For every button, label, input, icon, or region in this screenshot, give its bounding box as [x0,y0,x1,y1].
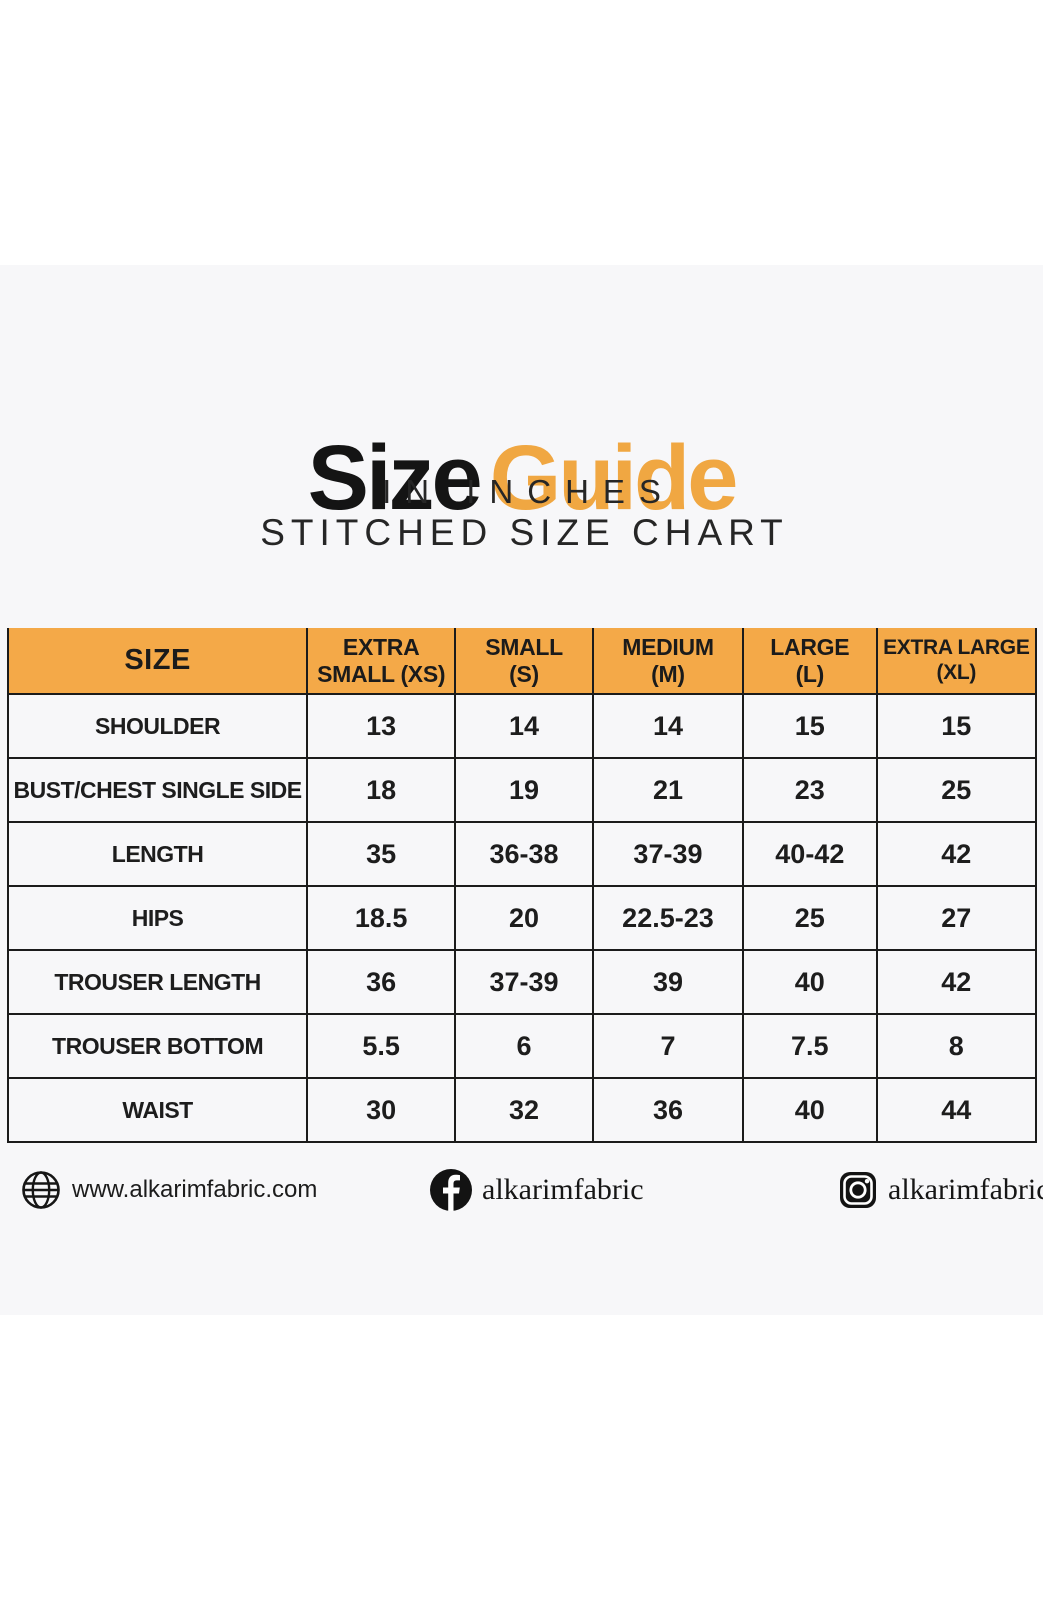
measurement-value: 8 [875,1013,1038,1079]
measurement-value: 25 [875,757,1038,823]
measurement-row: TROUSER BOTTOM 5.5 6 7 7.5 8 [6,1013,1038,1079]
measurement-value: 7.5 [742,1013,878,1079]
measurement-value: 14 [454,693,594,759]
globe-icon [20,1169,62,1211]
measurement-value: 32 [454,1077,594,1143]
measurement-value: 25 [742,885,878,951]
facebook-item: alkarimfabric [430,1168,644,1212]
measurement-row: LENGTH 35 36-38 37-39 40-42 42 [6,821,1038,887]
measurement-value: 36 [591,1077,745,1143]
measurement-value: 19 [454,757,594,823]
measurement-value: 5.5 [306,1013,457,1079]
measurement-value: 22.5-23 [591,885,745,951]
measurement-value: 35 [306,821,457,887]
size-column-header: LARGE (L) [742,628,878,695]
measurement-row: TROUSER LENGTH 36 37-39 39 40 42 [6,949,1038,1015]
subtitle-stitched-size-chart: STITCHED SIZE CHART [260,512,789,553]
measurement-label: LENGTH [6,821,309,887]
facebook-icon [430,1169,472,1211]
instagram-icon [838,1170,878,1210]
size-column-header: EXTRA SMALL (XS) [306,628,457,695]
page-title: Size Guide [0,432,1043,524]
measurement-value: 36 [306,949,457,1015]
measurement-value: 6 [454,1013,594,1079]
measurement-value: 39 [591,949,745,1015]
measurement-value: 23 [742,757,878,823]
measurement-label: HIPS [6,885,309,951]
measurement-row: SHOULDER 13 14 14 15 15 [6,693,1038,759]
size-column-header: SMALL (S) [454,628,594,695]
measurement-row: WAIST 30 32 36 40 44 [6,1077,1038,1143]
measurement-value: 7 [591,1013,745,1079]
measurement-value: 27 [875,885,1038,951]
measurement-label: TROUSER LENGTH [6,949,309,1015]
measurement-row: BUST/CHEST SINGLE SIDE 18 19 21 23 25 [6,757,1038,823]
measurement-value: 15 [742,693,878,759]
measurement-value: 21 [591,757,745,823]
measurement-value: 37-39 [454,949,594,1015]
measurement-value: 40 [742,1077,878,1143]
measurement-value: 40 [742,949,878,1015]
measurement-value: 18.5 [306,885,457,951]
website-item: www.alkarimfabric.com [20,1168,317,1212]
title-word-guide: Guide [489,426,739,529]
instagram-item: alkarimfabrics [838,1168,1043,1212]
measurement-label: WAIST [6,1077,309,1143]
measurement-label: TROUSER BOTTOM [6,1013,309,1079]
size-chart-table: SIZE EXTRA SMALL (XS) SMALL (S) MEDIUM (M) L… [6,628,1038,1143]
measurement-value: 36-38 [454,821,594,887]
table-header-row: SIZE EXTRA SMALL (XS) SMALL (S) MEDIUM (M) L… [6,628,1038,695]
instagram-handle: alkarimfabrics [888,1173,1043,1206]
measurement-value: 18 [306,757,457,823]
measurement-value: 44 [875,1077,1038,1143]
measurement-value: 37-39 [591,821,745,887]
measurement-value: 13 [306,693,457,759]
size-column-header: MEDIUM (M) [591,628,745,695]
measurement-row: HIPS 18.5 20 22.5-23 25 27 [6,885,1038,951]
facebook-handle: alkarimfabric [482,1173,644,1206]
website-url: www.alkarimfabric.com [72,1176,318,1203]
measurement-value: 30 [306,1077,457,1143]
measurement-label: BUST/CHEST SINGLE SIDE [6,757,309,823]
measurement-value: 20 [454,885,594,951]
measurement-value: 40-42 [742,821,878,887]
subtitle-in-inches: IN INCHES [382,473,675,510]
measurement-value: 15 [875,693,1038,759]
size-column-header: EXTRA LARGE (XL) [875,628,1038,695]
measurement-value: 42 [875,949,1038,1015]
title-word-size: Size [307,426,483,529]
measurement-value: 42 [875,821,1038,887]
measurement-label: SHOULDER [6,693,309,759]
measurement-value: 14 [591,693,745,759]
size-header-cell: SIZE [6,628,309,695]
